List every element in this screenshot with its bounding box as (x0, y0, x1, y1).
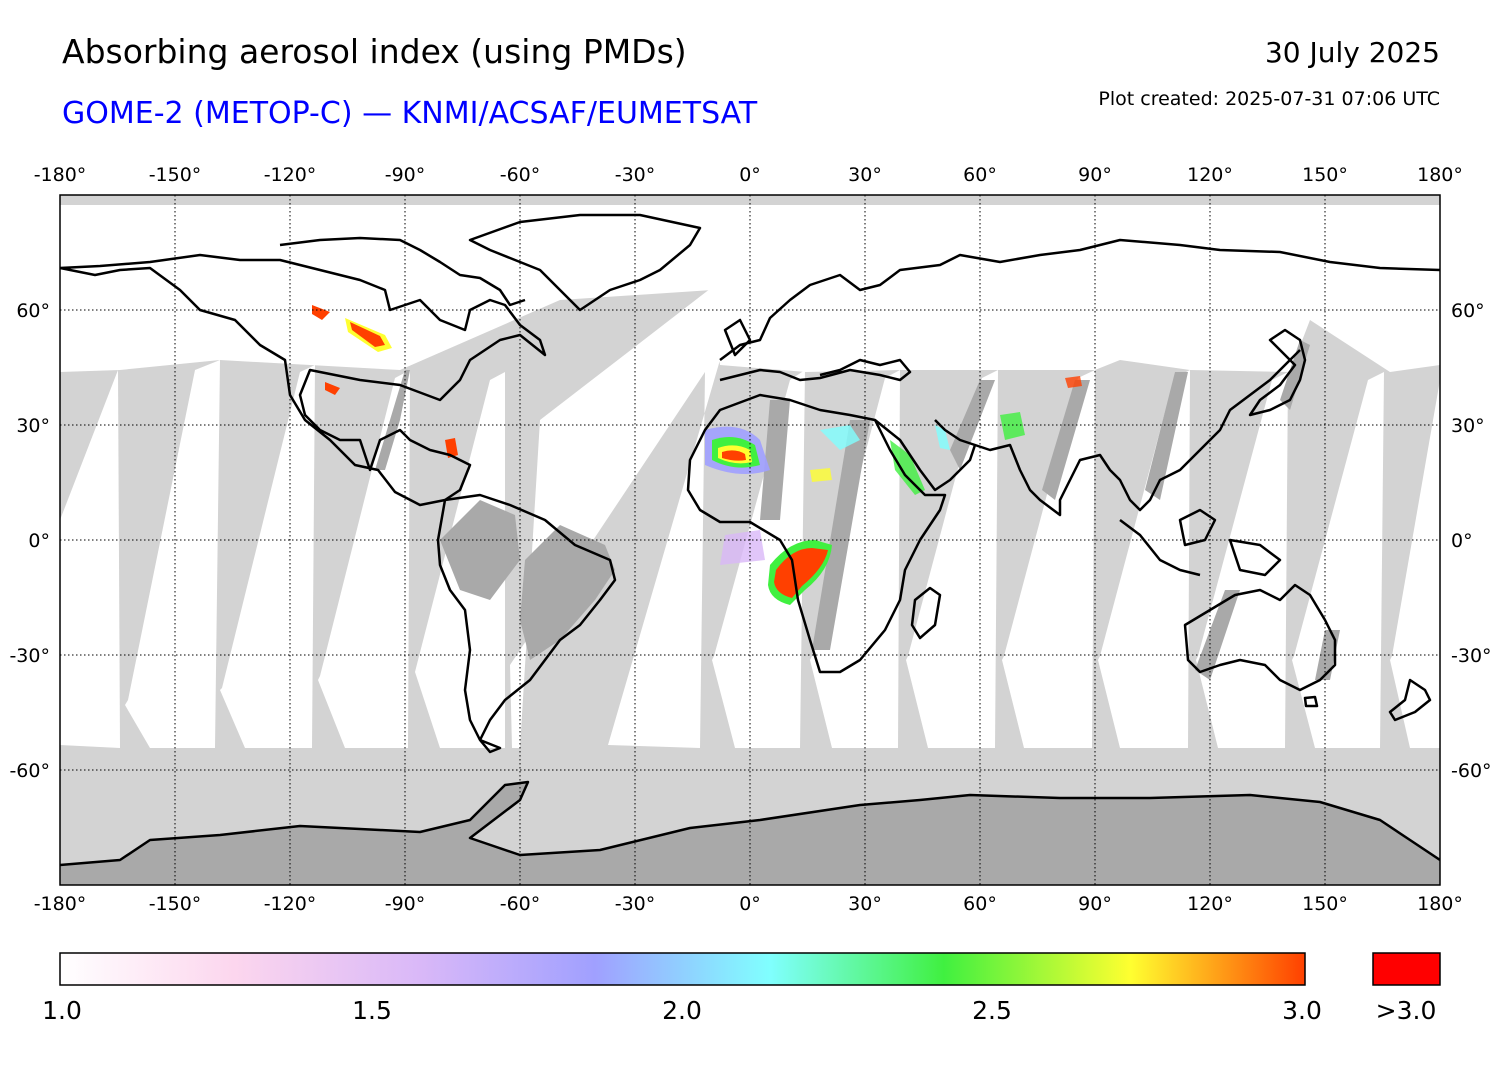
lon-tick-label: 90° (1078, 164, 1112, 186)
lat-tick-label: 30° (1451, 415, 1485, 437)
colorbar-tick-label: 2.0 (662, 996, 702, 1025)
colorbar-overflow-box (1372, 952, 1441, 986)
lon-tick-label: -90° (385, 893, 426, 915)
lon-tick-label: 150° (1302, 893, 1348, 915)
lon-tick-label: 60° (963, 164, 997, 186)
lon-tick-label: 0° (739, 164, 761, 186)
colorbar-tick-label: 2.5 (972, 996, 1012, 1025)
lon-tick-label: 180° (1417, 893, 1463, 915)
lon-tick-label: 90° (1078, 893, 1112, 915)
lon-tick-label: 30° (848, 893, 882, 915)
lon-tick-label: 120° (1187, 164, 1233, 186)
observation-date: 30 July 2025 (1264, 36, 1440, 69)
lon-labels-bottom: -180° -150° -120° -90° -60° -30° 0° 30° 60° 90° 12… (34, 893, 1463, 915)
lat-tick-label: -60° (9, 760, 50, 782)
lon-tick-label: -120° (264, 164, 317, 186)
lat-labels-right: 60° 30° 0° -30° -60° (1451, 300, 1492, 782)
lat-tick-label: 60° (16, 300, 50, 322)
lon-tick-label: -150° (149, 164, 202, 186)
lon-labels-top: -180° -150° -120° -90° -60° -30° 0° 30° 60° 90° 12… (34, 164, 1463, 186)
lon-tick-label: 180° (1417, 164, 1463, 186)
map-subtitle: GOME-2 (METOP-C) — KNMI/ACSAF/EUMETSAT (62, 96, 758, 131)
lon-tick-label: -60° (500, 164, 541, 186)
colorbar-overflow-label: >3.0 (1375, 996, 1437, 1025)
lon-tick-label: -180° (34, 164, 87, 186)
colorbar-tick-label: 1.5 (352, 996, 392, 1025)
colorbar-gradient (59, 952, 1306, 986)
coastlines (60, 213, 1440, 867)
lat-tick-label: -30° (1451, 645, 1492, 667)
lon-tick-label: -30° (615, 893, 656, 915)
lon-tick-label: -120° (264, 893, 317, 915)
lon-tick-label: 150° (1302, 164, 1348, 186)
colorbar-tick-label: 1.0 (42, 996, 82, 1025)
lon-tick-label: -30° (615, 164, 656, 186)
lon-tick-label: 120° (1187, 893, 1233, 915)
lon-tick-label: 60° (963, 893, 997, 915)
lat-tick-label: 30° (16, 415, 50, 437)
colorbar-tick-label: 3.0 (1282, 996, 1322, 1025)
lon-tick-label: 0° (739, 893, 761, 915)
map-title: Absorbing aerosol index (using PMDs) (62, 32, 687, 71)
lon-tick-label: 30° (848, 164, 882, 186)
lon-tick-label: -150° (149, 893, 202, 915)
graticule (60, 195, 1440, 885)
lat-tick-label: -30° (9, 645, 50, 667)
map-frame (59, 194, 1441, 886)
lat-labels-left: 60° 30° 0° -30° -60° (9, 300, 50, 782)
lon-tick-label: -180° (34, 893, 87, 915)
plot-created-timestamp: Plot created: 2025-07-31 07:06 UTC (1098, 88, 1440, 110)
lat-tick-label: 60° (1451, 300, 1485, 322)
lat-tick-label: 0° (28, 530, 50, 552)
aerosol-plumes (312, 305, 1082, 605)
map-content (60, 195, 1440, 885)
lat-tick-label: 0° (1451, 530, 1473, 552)
lon-tick-label: -60° (500, 893, 541, 915)
lat-tick-label: -60° (1451, 760, 1492, 782)
lon-tick-label: -90° (385, 164, 426, 186)
